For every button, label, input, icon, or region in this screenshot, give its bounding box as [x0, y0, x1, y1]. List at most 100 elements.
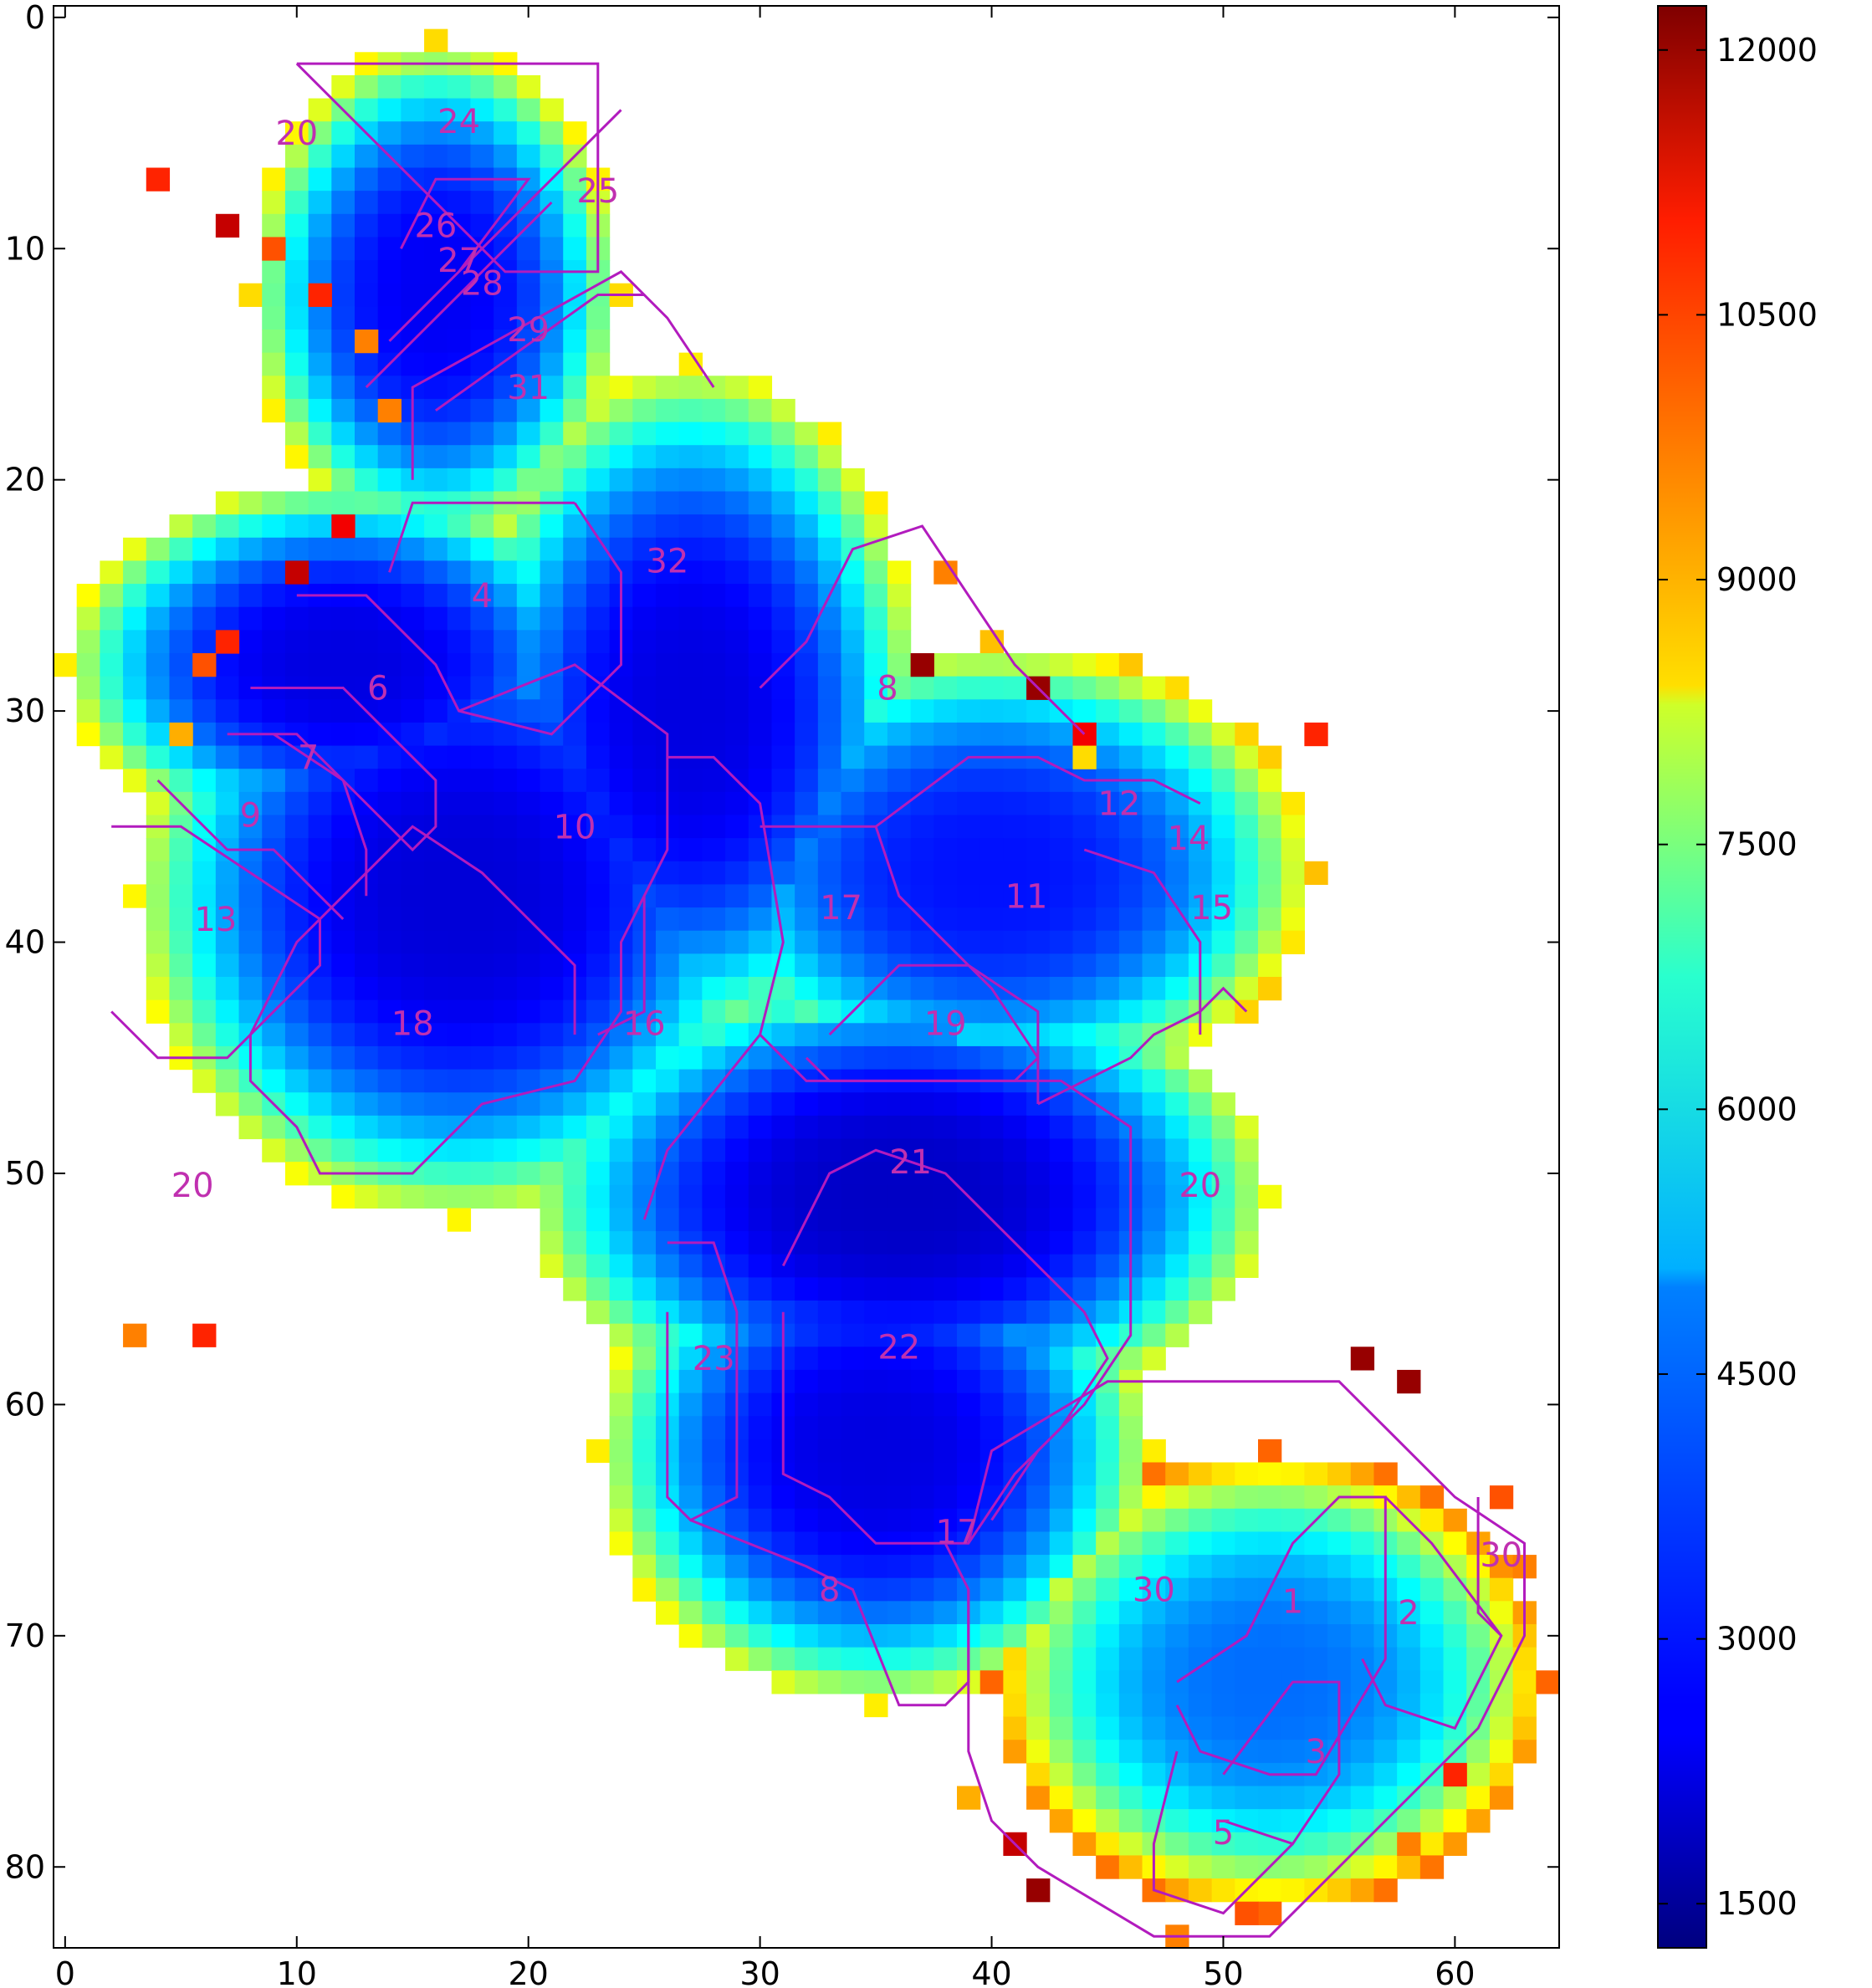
- heatmap-cell: [169, 584, 193, 608]
- heatmap-cell: [771, 999, 795, 1024]
- heatmap-cell: [609, 815, 633, 839]
- heatmap-cell: [1258, 745, 1282, 769]
- heatmap-cell: [540, 838, 564, 862]
- heatmap-cell: [864, 1347, 888, 1371]
- heatmap-cell: [586, 468, 611, 493]
- heatmap-cell: [795, 1439, 819, 1464]
- heatmap-cell: [841, 1369, 865, 1394]
- heatmap-cell: [1049, 838, 1074, 862]
- heatmap-cell: [910, 838, 934, 862]
- heatmap-cell: [725, 1624, 749, 1648]
- heatmap-cell: [656, 999, 680, 1024]
- heatmap-cell: [563, 1138, 587, 1163]
- heatmap-cell: [979, 953, 1004, 978]
- heatmap-cell: [424, 884, 448, 908]
- heatmap-cell: [841, 1184, 865, 1209]
- heatmap-cell: [771, 1069, 795, 1093]
- heatmap-cell: [910, 1670, 934, 1694]
- heatmap-cell: [1188, 1462, 1213, 1486]
- heatmap-cell: [401, 74, 425, 100]
- heatmap-cell: [1188, 1301, 1213, 1325]
- heatmap-cell: [678, 1023, 703, 1047]
- heatmap-cell: [1419, 1485, 1445, 1510]
- heatmap-cell: [771, 422, 795, 446]
- heatmap-cell: [632, 1485, 657, 1510]
- region-boundary: [1037, 986, 1248, 1106]
- heatmap-cell: [1419, 1601, 1445, 1625]
- heatmap-cell: [563, 676, 587, 700]
- heatmap-cell: [540, 445, 564, 469]
- heatmap-cell: [1096, 1832, 1120, 1857]
- heatmap-cell: [748, 1069, 773, 1093]
- heatmap-cell: [586, 376, 611, 400]
- heatmap-cell: [979, 1647, 1004, 1671]
- heatmap-cell: [910, 769, 934, 793]
- region-label: 27: [437, 242, 480, 280]
- heatmap-cell: [748, 1323, 773, 1347]
- heatmap-cell: [933, 861, 958, 886]
- heatmap-cell: [1466, 1809, 1491, 1833]
- heatmap-cell: [123, 722, 147, 747]
- heatmap-cell: [702, 1092, 726, 1117]
- heatmap-cell: [957, 1092, 981, 1117]
- region-label: 8: [819, 1571, 840, 1610]
- heatmap-cell: [979, 1092, 1004, 1117]
- heatmap-cell: [1096, 1208, 1120, 1232]
- heatmap-cell: [933, 791, 958, 816]
- heatmap-cell: [470, 815, 494, 839]
- heatmap-cell: [656, 537, 680, 562]
- heatmap-cell: [308, 237, 332, 261]
- heatmap-cell: [1142, 1508, 1166, 1533]
- heatmap-cell: [1188, 1693, 1213, 1718]
- heatmap-cell: [979, 999, 1004, 1024]
- heatmap-cell: [1235, 953, 1259, 978]
- region-boundary: [295, 62, 600, 273]
- heatmap-cell: [817, 1531, 842, 1556]
- heatmap-cell: [540, 630, 564, 654]
- heatmap-cell: [447, 1184, 472, 1209]
- heatmap-cell: [864, 1693, 888, 1718]
- region-boundary: [759, 524, 1086, 735]
- heatmap-cell: [169, 699, 193, 723]
- heatmap-cell: [447, 514, 472, 539]
- heatmap-cell: [795, 1624, 819, 1648]
- y-tick-label: 0: [25, 0, 45, 36]
- heatmap-cell: [725, 1208, 749, 1232]
- heatmap-cell: [192, 977, 217, 1001]
- heatmap-cell: [238, 1115, 263, 1140]
- heatmap-cell: [910, 1601, 934, 1625]
- y-tick-label: 30: [5, 692, 45, 729]
- heatmap-cell: [401, 352, 425, 376]
- heatmap-cell: [1281, 1855, 1305, 1879]
- heatmap-cell: [678, 560, 703, 585]
- heatmap-cell: [910, 1416, 934, 1440]
- heatmap-cell: [795, 1670, 819, 1694]
- heatmap-cell: [1350, 1740, 1375, 1764]
- heatmap-cell: [355, 98, 379, 122]
- heatmap-cell: [540, 1231, 564, 1255]
- heatmap-cell: [540, 584, 564, 608]
- heatmap-cell: [748, 699, 773, 723]
- heatmap-cell: [377, 213, 402, 238]
- heatmap-cell: [795, 1369, 819, 1394]
- heatmap-cell: [910, 1369, 934, 1394]
- heatmap-cell: [1096, 1301, 1120, 1325]
- heatmap-cell: [1304, 1832, 1328, 1857]
- heatmap-cell: [632, 422, 657, 446]
- heatmap-cell: [146, 676, 171, 700]
- heatmap-cell: [1281, 930, 1305, 954]
- heatmap-cell: [563, 815, 587, 839]
- region-label: 10: [554, 808, 596, 846]
- heatmap-cell: [702, 1301, 726, 1325]
- heatmap-cell: [1188, 1855, 1213, 1879]
- heatmap-cell: [470, 884, 494, 908]
- heatmap-cell: [308, 537, 332, 562]
- heatmap-cell: [887, 584, 912, 608]
- heatmap-cell: [215, 861, 240, 886]
- heatmap-cell: [678, 930, 703, 954]
- heatmap-cell: [331, 1092, 355, 1117]
- heatmap-cell: [957, 861, 981, 886]
- heatmap-cell: [841, 1393, 865, 1417]
- heatmap-cell: [516, 838, 541, 862]
- heatmap-cell: [1118, 1023, 1143, 1047]
